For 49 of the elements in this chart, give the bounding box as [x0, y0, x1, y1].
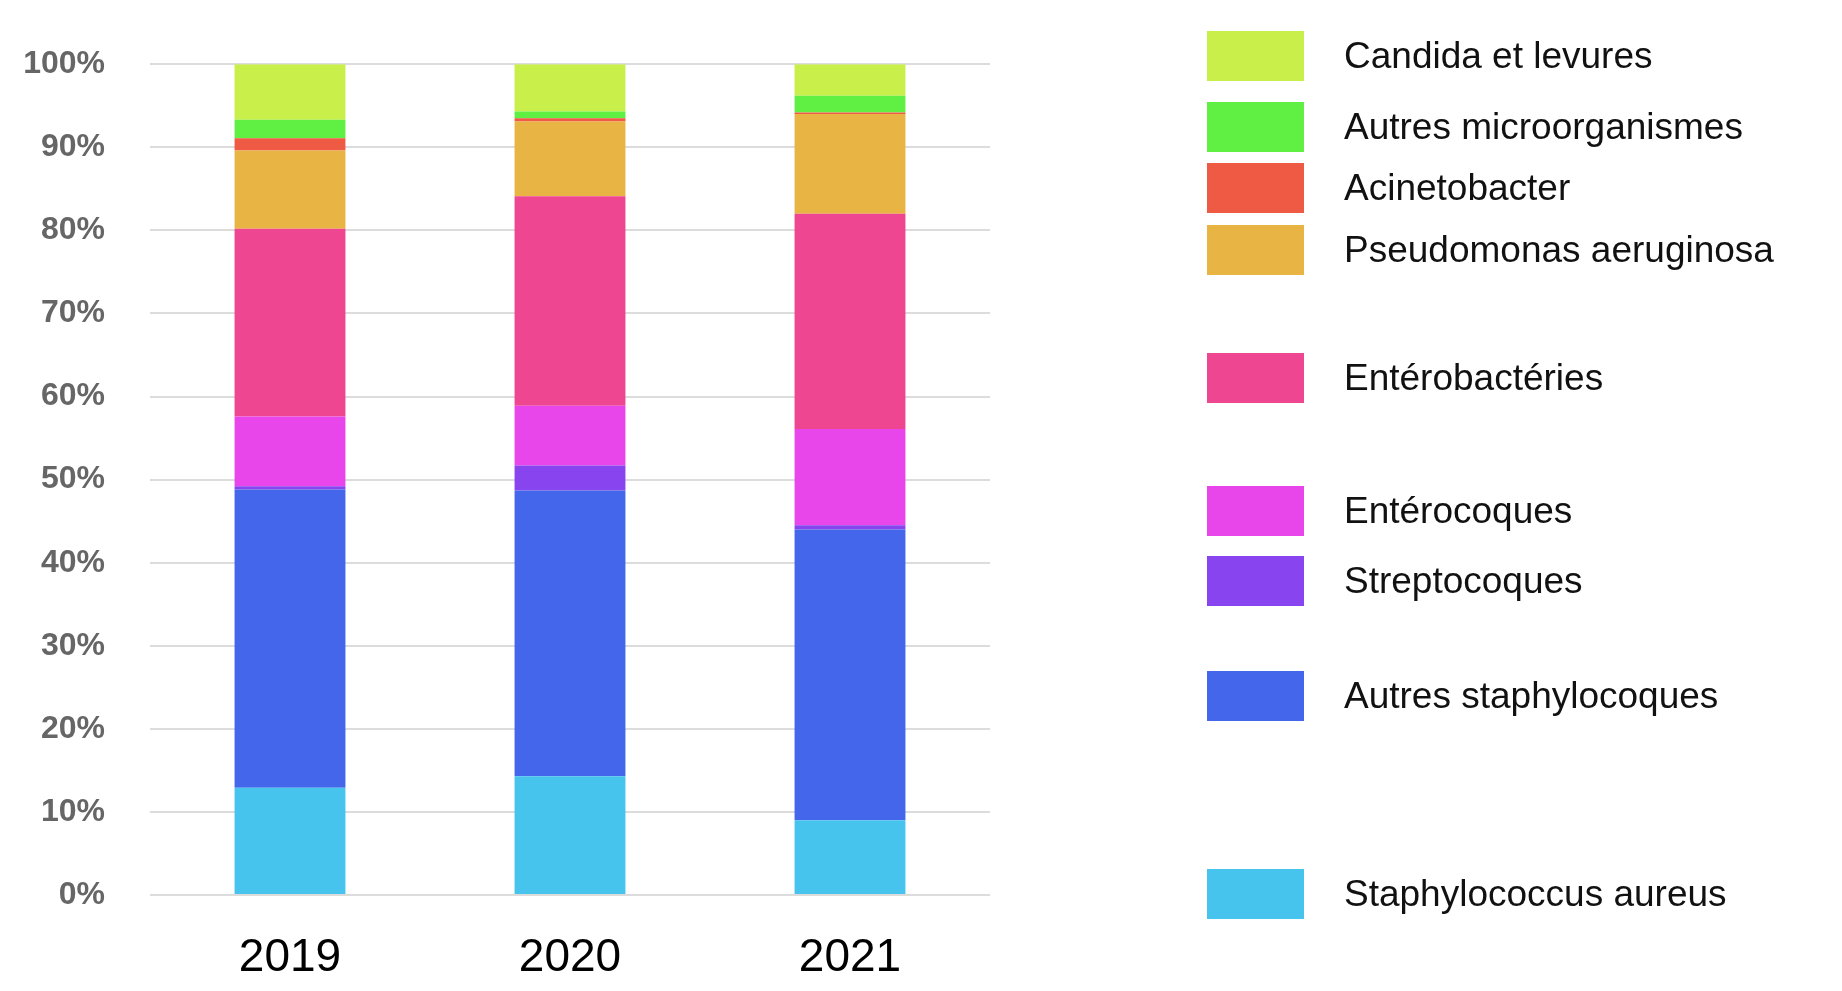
y-tick-label: 30% — [40, 625, 105, 662]
bar — [794, 428, 906, 526]
y-tick-label: 90% — [40, 127, 105, 164]
bar — [794, 114, 906, 214]
legend-label: Pseudomonas aeruginosa — [1344, 229, 1774, 271]
bar — [234, 150, 346, 229]
y-tick-label: 20% — [40, 708, 105, 745]
y-tick-label: 80% — [40, 210, 105, 247]
x-tick-label: 2020 — [518, 929, 622, 982]
bar — [514, 405, 626, 466]
legend-label: Entérocoques — [1344, 490, 1573, 532]
legend-label: Acinetobacter — [1344, 167, 1571, 209]
bar — [794, 529, 906, 821]
legend-label: Candida et levures — [1344, 35, 1653, 77]
bar — [234, 486, 346, 490]
y-tick-label: 50% — [40, 459, 105, 496]
bar — [514, 121, 626, 197]
bar — [514, 111, 626, 119]
legend-label: Entérobactéries — [1344, 357, 1604, 399]
bar — [794, 820, 906, 894]
bar — [234, 489, 346, 788]
y-tick-label: 70% — [40, 293, 105, 330]
legend-label: Staphylococcus aureus — [1344, 873, 1727, 915]
bar — [794, 64, 906, 96]
y-tick-label: 60% — [40, 376, 105, 413]
bar — [514, 776, 626, 894]
bar — [514, 118, 626, 122]
x-tick-label: 2019 — [238, 929, 342, 982]
bar — [234, 787, 346, 894]
bar — [794, 213, 906, 429]
bar — [234, 228, 346, 417]
bar — [234, 416, 346, 487]
x-tick-label: 2021 — [798, 929, 902, 982]
bar — [794, 95, 906, 113]
bar — [234, 138, 346, 151]
bar — [514, 490, 626, 777]
bar — [234, 119, 346, 139]
bar — [514, 196, 626, 406]
y-tick-label: 100% — [23, 44, 105, 81]
y-tick-label: 40% — [40, 542, 105, 579]
legend-label: Autres staphylocoques — [1344, 675, 1719, 717]
bar — [234, 64, 346, 120]
legend-label: Streptocoques — [1344, 560, 1583, 602]
bar — [514, 465, 626, 491]
bar — [514, 64, 626, 112]
bar — [794, 525, 906, 530]
legend-label: Autres microorganismes — [1344, 106, 1743, 148]
y-tick-label: 0% — [58, 874, 105, 911]
y-tick-label: 10% — [40, 791, 105, 828]
